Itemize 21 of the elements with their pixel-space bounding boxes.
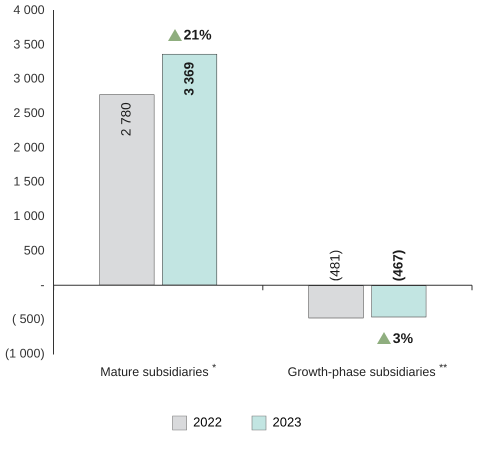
legend-label: 2022 [193, 414, 222, 430]
x-tick-label: Mature subsidiaries $^{*}$ [100, 363, 216, 380]
y-tick-label: 1 500 [13, 174, 45, 189]
y-tick-label: 3 500 [13, 37, 45, 52]
y-tick-label: 4 000 [13, 2, 45, 17]
data-label: 3 369 [181, 62, 196, 96]
y-tick-label: 2 500 [13, 106, 45, 120]
data-label: (481) [328, 250, 343, 282]
y-tick-label: 500 [24, 243, 45, 258]
y-tick-label: - [40, 278, 45, 292]
legend-label: 2023 [272, 414, 302, 430]
annotation: 21% [184, 26, 212, 43]
data-label: 2 780 [118, 102, 134, 136]
y-tick-label: 1 000 [13, 209, 45, 224]
y-tick-label: ( 500) [12, 312, 45, 326]
x-tick-label: Growth-phase subsidiaries $^{**}$ [288, 363, 448, 380]
y-tick-label: (1 000) [4, 346, 45, 360]
data-label: (467) [390, 250, 406, 282]
annotation: 3% [392, 330, 414, 346]
y-tick-label: 3 000 [13, 72, 45, 86]
y-tick-label: 2 000 [13, 140, 45, 154]
